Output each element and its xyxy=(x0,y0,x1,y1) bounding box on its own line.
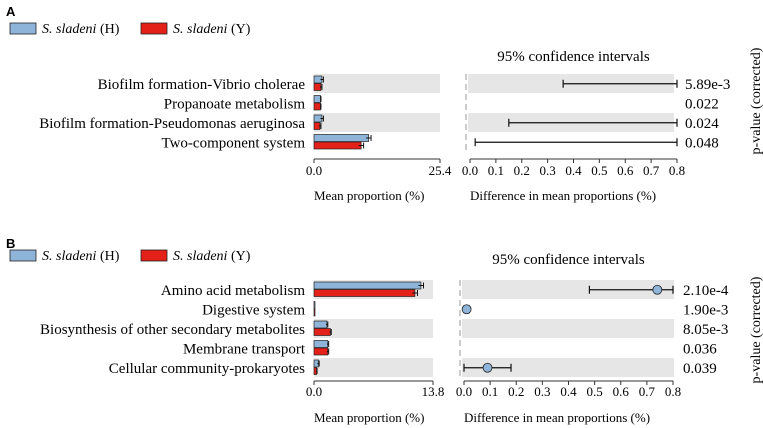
category-label: Cellular community-prokaryotes xyxy=(109,361,305,377)
legend-entry: S. sladeni (H) xyxy=(42,22,120,37)
p-value-label: 0.024 xyxy=(685,116,719,132)
ci-x-tick-label: 0.3 xyxy=(534,384,550,399)
ci-x-axis-label: Difference in mean proportions (%) xyxy=(464,410,650,425)
p-value-axis-label: p-value (corrected) xyxy=(749,47,763,154)
ci-title: 95% confidence intervals xyxy=(497,49,650,65)
ci-row-band xyxy=(462,358,674,377)
panel-b: B S. sladeni (H) S. sladeni (Y) Amino acid … xyxy=(6,236,763,425)
ci-x-tick-label: 0.4 xyxy=(560,384,577,399)
legend-swatch xyxy=(9,22,37,35)
row-band xyxy=(314,319,433,338)
ci-x-tick-label: 0.5 xyxy=(591,163,607,178)
ci-mean-point xyxy=(482,362,493,373)
legend-entry: S. sladeni (H) xyxy=(42,249,120,264)
ci-mean-point xyxy=(461,304,472,315)
bar-x-tick-label: 13.8 xyxy=(422,384,445,399)
ci-x-tick-label: 0.6 xyxy=(613,384,630,399)
legend-swatch xyxy=(140,249,168,262)
ci-x-tick-label: 0.7 xyxy=(639,384,656,399)
bar xyxy=(313,102,321,111)
p-value-label: 0.022 xyxy=(685,96,719,112)
bar-x-axis-label: Mean proportion (%) xyxy=(314,188,424,203)
panel-a: A S. sladeni (H) S. sladeni (Y) Biofilm for… xyxy=(6,4,763,203)
legend-entry: S. sladeni (Y) xyxy=(173,249,251,264)
bar xyxy=(313,347,329,356)
ci-x-tick-label: 0.3 xyxy=(540,163,556,178)
bar xyxy=(313,95,321,103)
category-label: Digestive system xyxy=(202,302,305,318)
row-band xyxy=(314,358,433,377)
category-label: Amino acid metabolism xyxy=(161,283,305,299)
ci-row-band xyxy=(462,319,674,338)
legend-swatch xyxy=(9,249,37,262)
bar-x-axis-label: Mean proportion (%) xyxy=(314,410,424,425)
bar-x-tick-label: 25.4 xyxy=(429,163,452,178)
ci-x-tick-label: 0.2 xyxy=(508,384,524,399)
ci-x-tick-label: 0.2 xyxy=(514,163,530,178)
category-label: Biofilm formation-Pseudomonas aeruginosa xyxy=(39,116,305,132)
p-value-label: 0.048 xyxy=(685,135,719,151)
ci-x-tick-label: 0.8 xyxy=(669,163,685,178)
ci-row-band xyxy=(462,280,674,299)
legend-swatch xyxy=(140,22,168,35)
p-value-label: 0.036 xyxy=(683,341,717,357)
p-value-label: 0.039 xyxy=(683,361,717,377)
bar xyxy=(313,308,316,317)
ci-x-axis-label: Difference in mean proportions (%) xyxy=(470,188,656,203)
category-label: Membrane transport xyxy=(183,341,306,357)
bar xyxy=(313,328,331,336)
row-band xyxy=(314,74,440,93)
ci-mean-point xyxy=(652,284,663,295)
ci-title: 95% confidence intervals xyxy=(492,252,645,268)
bar xyxy=(313,281,422,290)
bar xyxy=(313,289,416,297)
row-band xyxy=(314,113,440,132)
ci-x-tick-label: 0.4 xyxy=(565,163,582,178)
ci-x-tick-label: 0.1 xyxy=(482,384,498,399)
category-label: Biosynthesis of other secondary metaboli… xyxy=(40,322,305,338)
category-label: Biofilm formation-Vibrio cholerae xyxy=(98,77,306,93)
panel-label: A xyxy=(6,4,16,19)
p-value-label: 1.90e-3 xyxy=(683,302,728,318)
ci-x-tick-label: 0.8 xyxy=(665,384,681,399)
legend-entry: S. sladeni (Y) xyxy=(173,22,251,37)
p-value-label: 5.89e-3 xyxy=(685,77,730,93)
p-value-axis-label: p-value (corrected) xyxy=(749,276,763,383)
bar-x-tick-label: 0.0 xyxy=(306,384,322,399)
bar xyxy=(313,141,362,150)
category-label: Two-component system xyxy=(161,135,305,151)
panel-label: B xyxy=(6,236,15,251)
bar xyxy=(313,301,316,309)
ci-x-tick-label: 0.1 xyxy=(488,163,504,178)
p-value-label: 2.10e-4 xyxy=(683,283,729,299)
ci-x-tick-label: 0.0 xyxy=(462,163,478,178)
bar-x-tick-label: 0.0 xyxy=(306,163,322,178)
ci-x-tick-label: 0.7 xyxy=(643,163,660,178)
bar xyxy=(313,83,322,91)
p-value-label: 8.05e-3 xyxy=(683,322,728,338)
ci-x-tick-label: 0.6 xyxy=(617,163,634,178)
ci-x-tick-label: 0.5 xyxy=(587,384,603,399)
bar xyxy=(313,320,328,329)
bar xyxy=(313,134,369,142)
bar xyxy=(313,340,329,348)
ci-x-tick-label: 0.0 xyxy=(456,384,472,399)
category-label: Propanoate metabolism xyxy=(164,96,306,112)
